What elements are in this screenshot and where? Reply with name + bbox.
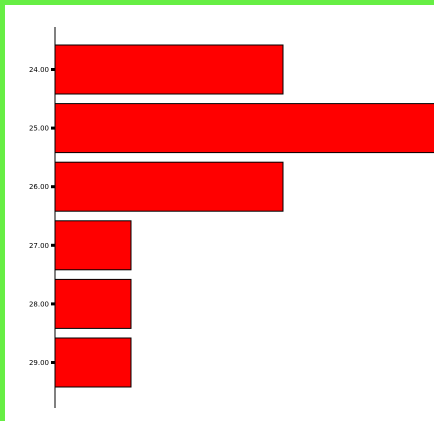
bar-25.00 — [54, 103, 434, 154]
bar-chart: 24.00 25.00 26.00 27.00 28.00 29.00 — [29, 27, 434, 408]
y-tick-mark — [51, 361, 55, 364]
y-tick-mark — [51, 126, 55, 130]
y-tick-mark — [51, 68, 55, 71]
y-tick-label: 29.00 — [29, 359, 49, 367]
bar-27.00 — [54, 220, 132, 271]
y-tick-label: 25.00 — [29, 125, 49, 133]
y-ticks-group: 24.00 25.00 26.00 27.00 28.00 29.00 — [29, 66, 55, 367]
bar-26.00 — [54, 161, 284, 212]
bar-28.00 — [54, 278, 132, 329]
bar-24.00 — [54, 44, 284, 95]
y-tick-label: 28.00 — [29, 300, 49, 308]
y-tick-mark — [51, 243, 55, 247]
y-tick-label: 24.00 — [29, 66, 49, 74]
y-tick-label: 27.00 — [29, 242, 49, 250]
y-tick-label: 26.00 — [29, 183, 49, 191]
y-tick-mark — [51, 302, 55, 306]
bar-29.00 — [54, 337, 132, 388]
y-tick-mark — [51, 185, 55, 189]
bars-group — [54, 44, 434, 388]
